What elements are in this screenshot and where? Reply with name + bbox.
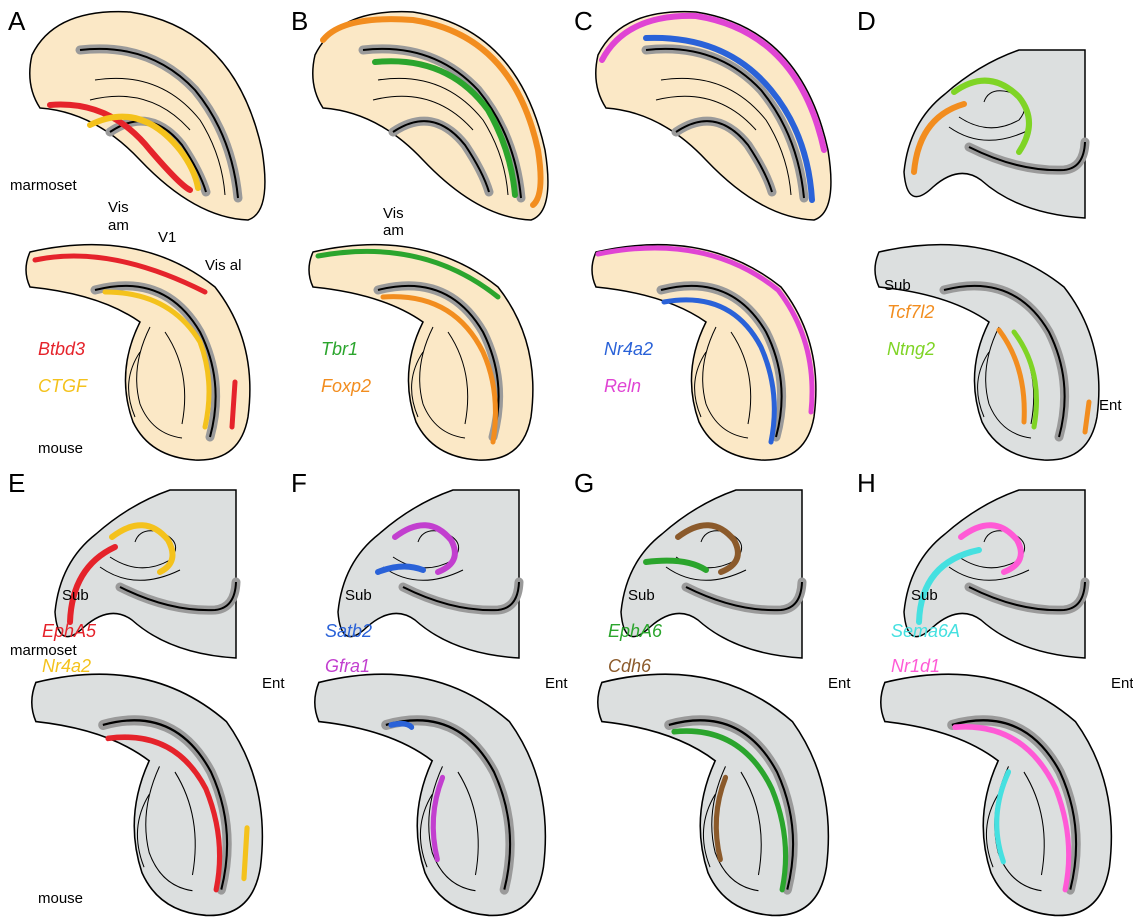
gene-label: Btbd3 bbox=[38, 339, 85, 359]
species-label: marmoset bbox=[10, 642, 78, 659]
area-label: Ent bbox=[1111, 675, 1133, 692]
gene-label: Nr1d1 bbox=[891, 656, 940, 676]
panel-letter: F bbox=[291, 468, 307, 498]
gene-label: Cdh6 bbox=[608, 656, 652, 676]
panel: Satb2 Gfra1 F Sub Ent bbox=[291, 468, 568, 915]
panel: Tbr1 Foxp2 B Visam bbox=[291, 6, 548, 460]
gene-label: EphA6 bbox=[608, 621, 663, 641]
section-outline bbox=[596, 12, 831, 220]
area-label: Sub bbox=[62, 587, 89, 604]
figure: Btbd3CTGFAmarmosetmouseVisamV1Vis alTbr1… bbox=[0, 0, 1133, 924]
area-label: Sub bbox=[628, 587, 655, 604]
panel-letter: G bbox=[574, 468, 594, 498]
panel: EphA6 Cdh6 G Sub Ent bbox=[574, 468, 851, 915]
gene-label: Tcf7l2 bbox=[887, 302, 934, 322]
gene-label: Satb2 bbox=[325, 621, 372, 641]
area-label: Sub bbox=[345, 587, 372, 604]
gene-label: Reln bbox=[604, 376, 641, 396]
panel: Nr4a2 Reln C bbox=[574, 6, 831, 460]
section-outline bbox=[904, 50, 1085, 218]
gene-label: Tbr1 bbox=[321, 339, 358, 359]
brain-section bbox=[596, 12, 831, 220]
brain-section bbox=[904, 50, 1085, 218]
gene-label: EphA5 bbox=[42, 621, 97, 641]
area-label: Ent bbox=[828, 675, 851, 692]
panel: Sema6A Nr1d1 H Sub Ent bbox=[857, 468, 1133, 915]
brain-section bbox=[598, 674, 829, 915]
gene-label: Foxp2 bbox=[321, 376, 371, 396]
area-label: am bbox=[383, 222, 404, 239]
species-label: mouse bbox=[38, 890, 83, 907]
area-label: Sub bbox=[884, 277, 911, 294]
gene-label: CTGF bbox=[38, 376, 88, 396]
area-label: Vis bbox=[108, 199, 129, 216]
panel-letter: H bbox=[857, 468, 876, 498]
area-label: Ent bbox=[1099, 397, 1122, 414]
area-label: Sub bbox=[911, 587, 938, 604]
expression-band bbox=[244, 828, 247, 878]
panel-letter: E bbox=[8, 468, 25, 498]
area-label: am bbox=[108, 217, 129, 234]
panel: Btbd3 CTGF Amarmoset mouse Visam V1 Vis al bbox=[8, 6, 265, 460]
species-label: mouse bbox=[38, 440, 83, 457]
area-label: Ent bbox=[545, 675, 568, 692]
panel-letter: A bbox=[8, 6, 26, 36]
area-label: Ent bbox=[262, 675, 285, 692]
brain-section bbox=[315, 674, 546, 915]
panel: EphA5 Nr4a2 Emarmoset mouse Sub Ent bbox=[8, 468, 285, 915]
gene-label: Nr4a2 bbox=[604, 339, 653, 359]
area-label: Vis bbox=[383, 205, 404, 222]
gene-label: Ntng2 bbox=[887, 339, 935, 359]
panel-letter: C bbox=[574, 6, 593, 36]
panel: Tcf7l2 Ntng2 D Sub Ent bbox=[857, 6, 1122, 460]
species-label: marmoset bbox=[10, 177, 78, 194]
panel-letter: D bbox=[857, 6, 876, 36]
gene-label: Nr4a2 bbox=[42, 656, 91, 676]
brain-section bbox=[313, 12, 548, 220]
gene-label: Sema6A bbox=[891, 621, 960, 641]
area-label: Vis al bbox=[205, 257, 241, 274]
panel-letter: B bbox=[291, 6, 308, 36]
area-label: V1 bbox=[158, 229, 176, 246]
brain-section bbox=[881, 674, 1112, 915]
expression-band bbox=[232, 382, 235, 427]
gene-label: Gfra1 bbox=[325, 656, 370, 676]
brain-section bbox=[32, 674, 263, 915]
